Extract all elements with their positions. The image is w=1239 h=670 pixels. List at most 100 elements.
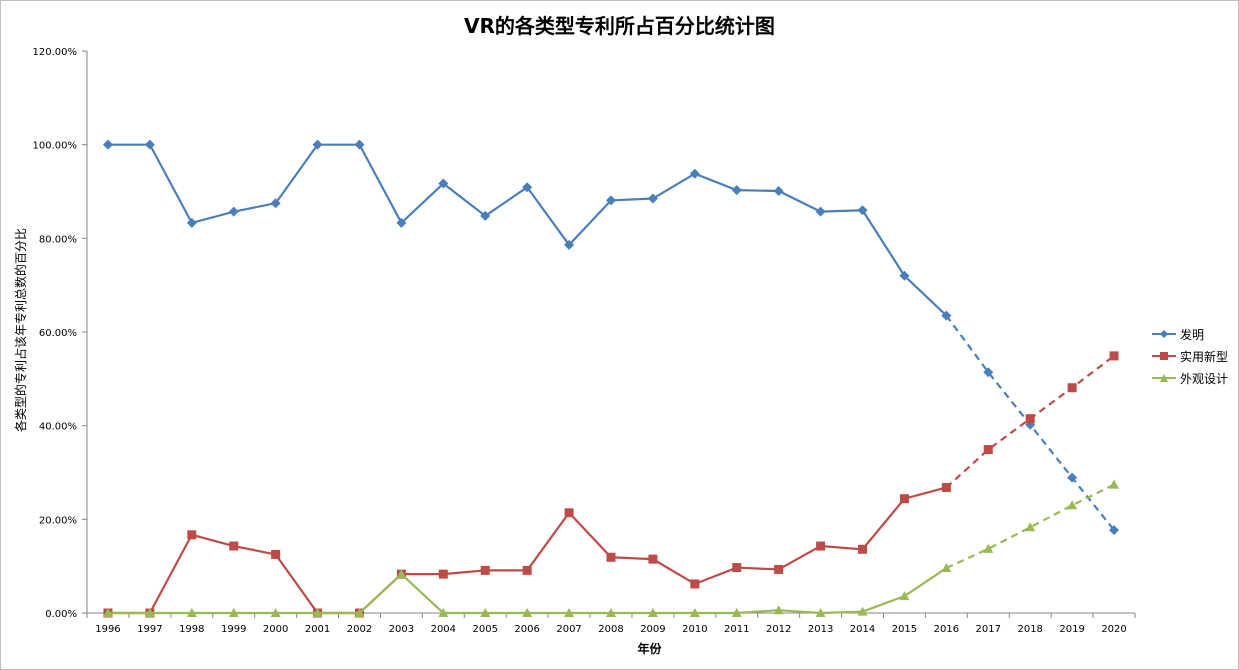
- data-point-triangle: [941, 563, 952, 573]
- data-point-square: [690, 579, 700, 589]
- data-point-square: [606, 552, 616, 562]
- data-point-diamond: [1067, 472, 1078, 483]
- legend-item: 外观设计: [1152, 367, 1228, 389]
- legend-label: 实用新型: [1180, 349, 1229, 364]
- x-tick-label: 2013: [808, 624, 833, 635]
- data-point-diamond: [522, 182, 533, 193]
- x-tick-label: 2015: [892, 624, 917, 635]
- data-point-diamond: [773, 186, 784, 197]
- data-point-square: [564, 508, 574, 518]
- data-point-triangle: [606, 608, 616, 617]
- x-tick-label: 2001: [305, 624, 330, 635]
- data-point-diamond: [144, 139, 155, 150]
- legend-item: 发明: [1152, 323, 1228, 345]
- data-point-diamond: [102, 139, 113, 150]
- data-point-diamond: [480, 210, 491, 221]
- data-point-square: [1067, 383, 1077, 393]
- x-tick-label: 2004: [431, 624, 456, 635]
- x-tick-label: 1997: [137, 624, 162, 635]
- data-point-diamond: [647, 193, 658, 204]
- data-point-triangle: [983, 543, 994, 553]
- data-point-square: [522, 565, 532, 575]
- data-point-triangle: [228, 608, 239, 617]
- data-point-square: [1109, 351, 1119, 361]
- x-tick-label: 2008: [598, 624, 623, 635]
- data-point-triangle: [186, 608, 197, 617]
- x-tick-label: 2009: [640, 624, 665, 635]
- x-tick-label: 2011: [724, 624, 749, 635]
- data-point-diamond: [857, 205, 868, 216]
- data-point-diamond: [731, 185, 742, 196]
- y-tick-label: 120.00%: [33, 47, 78, 58]
- data-point-diamond: [228, 206, 239, 217]
- data-point-diamond: [438, 178, 449, 189]
- x-tick-label: 2019: [1059, 624, 1084, 635]
- data-point-triangle: [144, 608, 155, 617]
- x-tick-label: 2012: [766, 624, 791, 635]
- y-tick-label: 40.00%: [39, 422, 77, 433]
- data-point-square: [941, 482, 951, 492]
- data-point-triangle: [102, 608, 113, 617]
- data-point-square: [271, 549, 281, 559]
- y-tick-label: 100.00%: [33, 141, 78, 152]
- chart-title: VR的各类型专利所占百分比统计图: [464, 14, 775, 38]
- data-point-diamond: [983, 367, 994, 378]
- data-point-square: [1025, 414, 1035, 424]
- data-point-diamond: [564, 239, 575, 250]
- legend-label: 发明: [1180, 327, 1205, 342]
- data-point-triangle: [270, 608, 281, 617]
- data-point-triangle: [312, 608, 323, 617]
- data-point-diamond: [606, 195, 616, 206]
- data-point-square: [229, 541, 239, 551]
- x-tick-label: 2014: [850, 624, 875, 635]
- x-tick-label: 2018: [1017, 624, 1042, 635]
- x-tick-label: 2016: [934, 624, 959, 635]
- data-point-diamond: [270, 198, 281, 209]
- y-tick-label: 80.00%: [39, 234, 77, 245]
- legend-swatch: [1152, 330, 1176, 338]
- x-tick-label: 1999: [221, 624, 246, 635]
- data-point-square: [187, 530, 197, 540]
- data-point-square: [438, 569, 448, 579]
- y-tick-label: 0.00%: [45, 609, 77, 620]
- data-point-diamond: [354, 139, 365, 150]
- data-point-triangle: [857, 606, 868, 616]
- data-point-square: [899, 494, 909, 504]
- x-tick-label: 1998: [179, 624, 204, 635]
- data-point-square: [858, 544, 868, 554]
- data-point-square: [816, 541, 826, 551]
- data-point-triangle: [564, 608, 575, 617]
- series-line-solid: [107, 143, 948, 317]
- data-point-triangle: [773, 605, 784, 615]
- data-point-triangle: [522, 608, 533, 617]
- x-tick-label: 2020: [1101, 624, 1126, 635]
- data-point-square: [480, 565, 490, 575]
- data-point-triangle: [1109, 479, 1120, 489]
- data-point-diamond: [689, 168, 700, 179]
- data-point-diamond: [899, 270, 910, 281]
- data-point-triangle: [354, 608, 365, 617]
- x-tick-label: 2003: [389, 624, 414, 635]
- data-point-triangle: [647, 608, 658, 617]
- x-tick-label: 2017: [976, 624, 1001, 635]
- data-point-triangle: [1025, 522, 1036, 532]
- data-point-triangle: [480, 608, 491, 617]
- x-axis-label: 年份: [637, 642, 662, 656]
- x-tick-label: 2010: [682, 624, 707, 635]
- data-point-triangle: [689, 608, 700, 617]
- data-point-triangle: [438, 608, 449, 617]
- data-point-diamond: [186, 217, 197, 228]
- data-point-diamond: [312, 139, 323, 150]
- y-tick-label: 60.00%: [39, 328, 77, 339]
- data-point-square: [732, 563, 742, 573]
- data-point-square: [983, 445, 993, 455]
- x-tick-label: 2005: [473, 624, 498, 635]
- legend-item: 实用新型: [1152, 345, 1228, 367]
- data-point-diamond: [815, 206, 826, 217]
- data-point-triangle: [815, 608, 826, 617]
- x-tick-label: 2007: [556, 624, 581, 635]
- data-point-diamond: [1109, 525, 1120, 536]
- legend: 发明实用新型外观设计: [1152, 323, 1228, 389]
- x-tick-label: 2002: [347, 624, 372, 635]
